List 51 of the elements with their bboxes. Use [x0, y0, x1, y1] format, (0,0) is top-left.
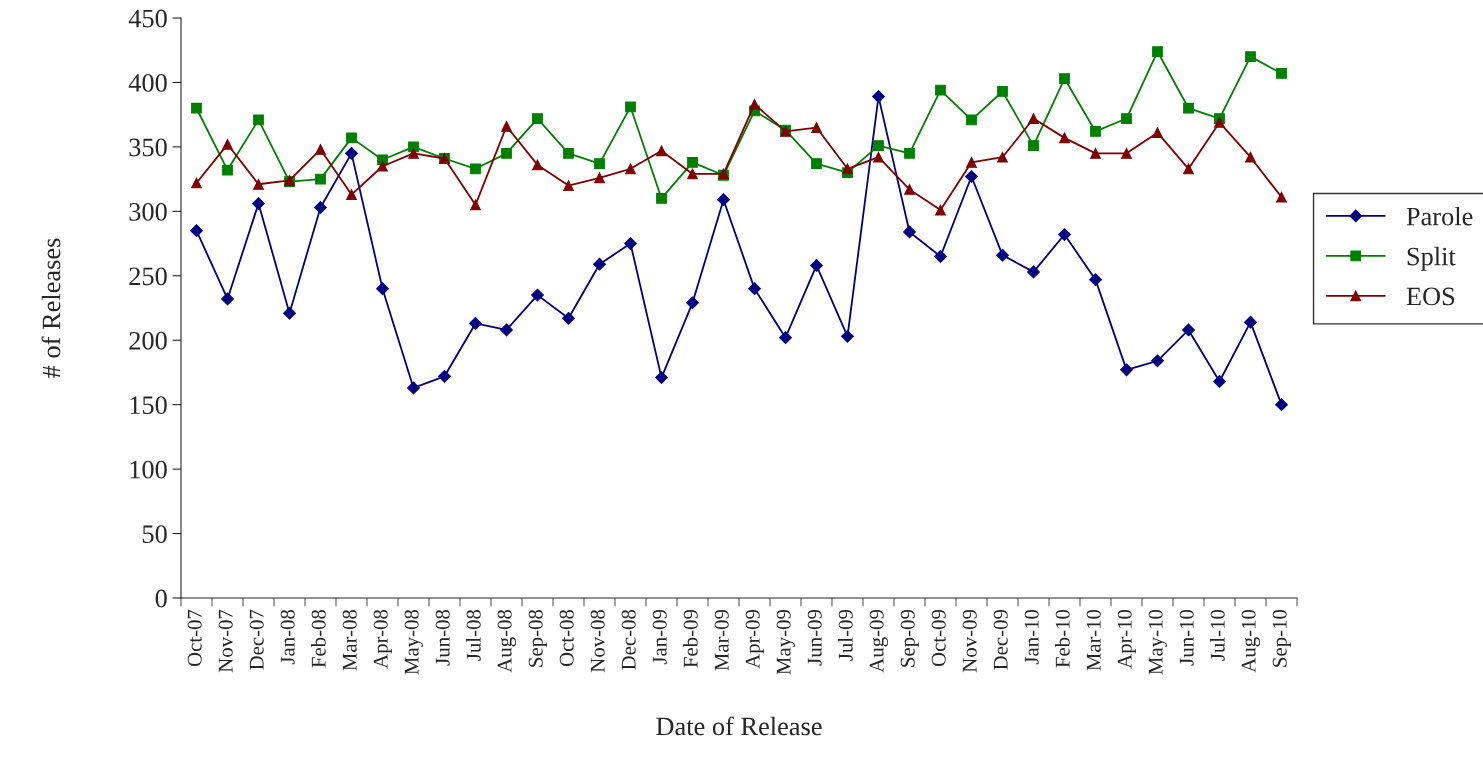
y-tick-label: 150	[130, 396, 167, 415]
legend-label: Split	[1407, 246, 1456, 271]
y-tick-label: 200	[129, 331, 167, 350]
x-tick-label: Oct-07	[187, 609, 202, 667]
x-tick-label: Mar-10	[1086, 609, 1101, 671]
x-tick-label: Feb-09	[683, 609, 698, 668]
y-tick-label: 400	[128, 74, 167, 92]
x-tick-label: Apr-10	[1117, 609, 1136, 669]
legend-label: Parole	[1406, 206, 1473, 226]
x-tick-label: Jun-10	[1179, 609, 1194, 666]
x-tick-label: Jul-09	[838, 609, 853, 661]
legend-label: EOS	[1406, 287, 1455, 306]
x-tick-label: Aug-09	[869, 609, 888, 673]
x-tick-label: Oct-08	[559, 609, 574, 667]
x-tick-label: Jun-09	[807, 609, 822, 666]
x-axis-title: Date of Release	[656, 716, 822, 736]
x-tick-label: Sep-10	[1272, 609, 1291, 667]
y-tick-label: 100	[130, 460, 167, 479]
x-tick-label: Feb-10	[1055, 609, 1070, 668]
x-tick-label: Jan-10	[1024, 609, 1039, 665]
x-tick-label: Nov-07	[218, 609, 233, 673]
x-tick-label: Jan-08	[280, 609, 295, 665]
x-tick-label: Sep-08	[528, 609, 547, 667]
x-tick-label: Mar-09	[714, 609, 729, 671]
x-tick-label: Aug-10	[1241, 609, 1260, 673]
x-tick-label: Feb-08	[311, 609, 326, 668]
x-tick-label: Nov-08	[590, 609, 605, 673]
x-tick-label: Jun-08	[435, 609, 450, 666]
x-tick-label: Apr-09	[745, 609, 764, 669]
y-tick-label: 250	[129, 267, 167, 286]
x-tick-label: Aug-08	[497, 609, 516, 673]
x-tick-label: May-10	[1148, 609, 1167, 675]
x-tick-label: Dec-09	[993, 609, 1008, 670]
x-tick-label: May-09	[776, 609, 795, 675]
x-tick-label: Dec-07	[249, 609, 264, 670]
x-tick-label: Nov-09	[962, 609, 977, 673]
y-tick-label: 0	[155, 589, 167, 608]
x-tick-label: Dec-08	[621, 609, 636, 670]
x-tick-label: Jul-10	[1210, 609, 1225, 661]
y-tick-label: 300	[129, 202, 167, 221]
x-tick-label: Apr-08	[373, 609, 392, 669]
x-tick-label: Jan-09	[652, 609, 667, 665]
x-tick-label: Mar-08	[342, 609, 357, 671]
x-tick-label: Oct-09	[931, 609, 946, 667]
y-tick-label: 50	[142, 525, 167, 543]
y-tick-label: 450	[128, 9, 167, 28]
x-tick-label: May-08	[404, 609, 423, 675]
x-tick-label: Sep-09	[900, 609, 919, 667]
x-tick-label: Jul-08	[466, 609, 481, 661]
y-axis-title: # of Releases	[41, 238, 61, 378]
y-tick-label: 350	[129, 138, 167, 157]
